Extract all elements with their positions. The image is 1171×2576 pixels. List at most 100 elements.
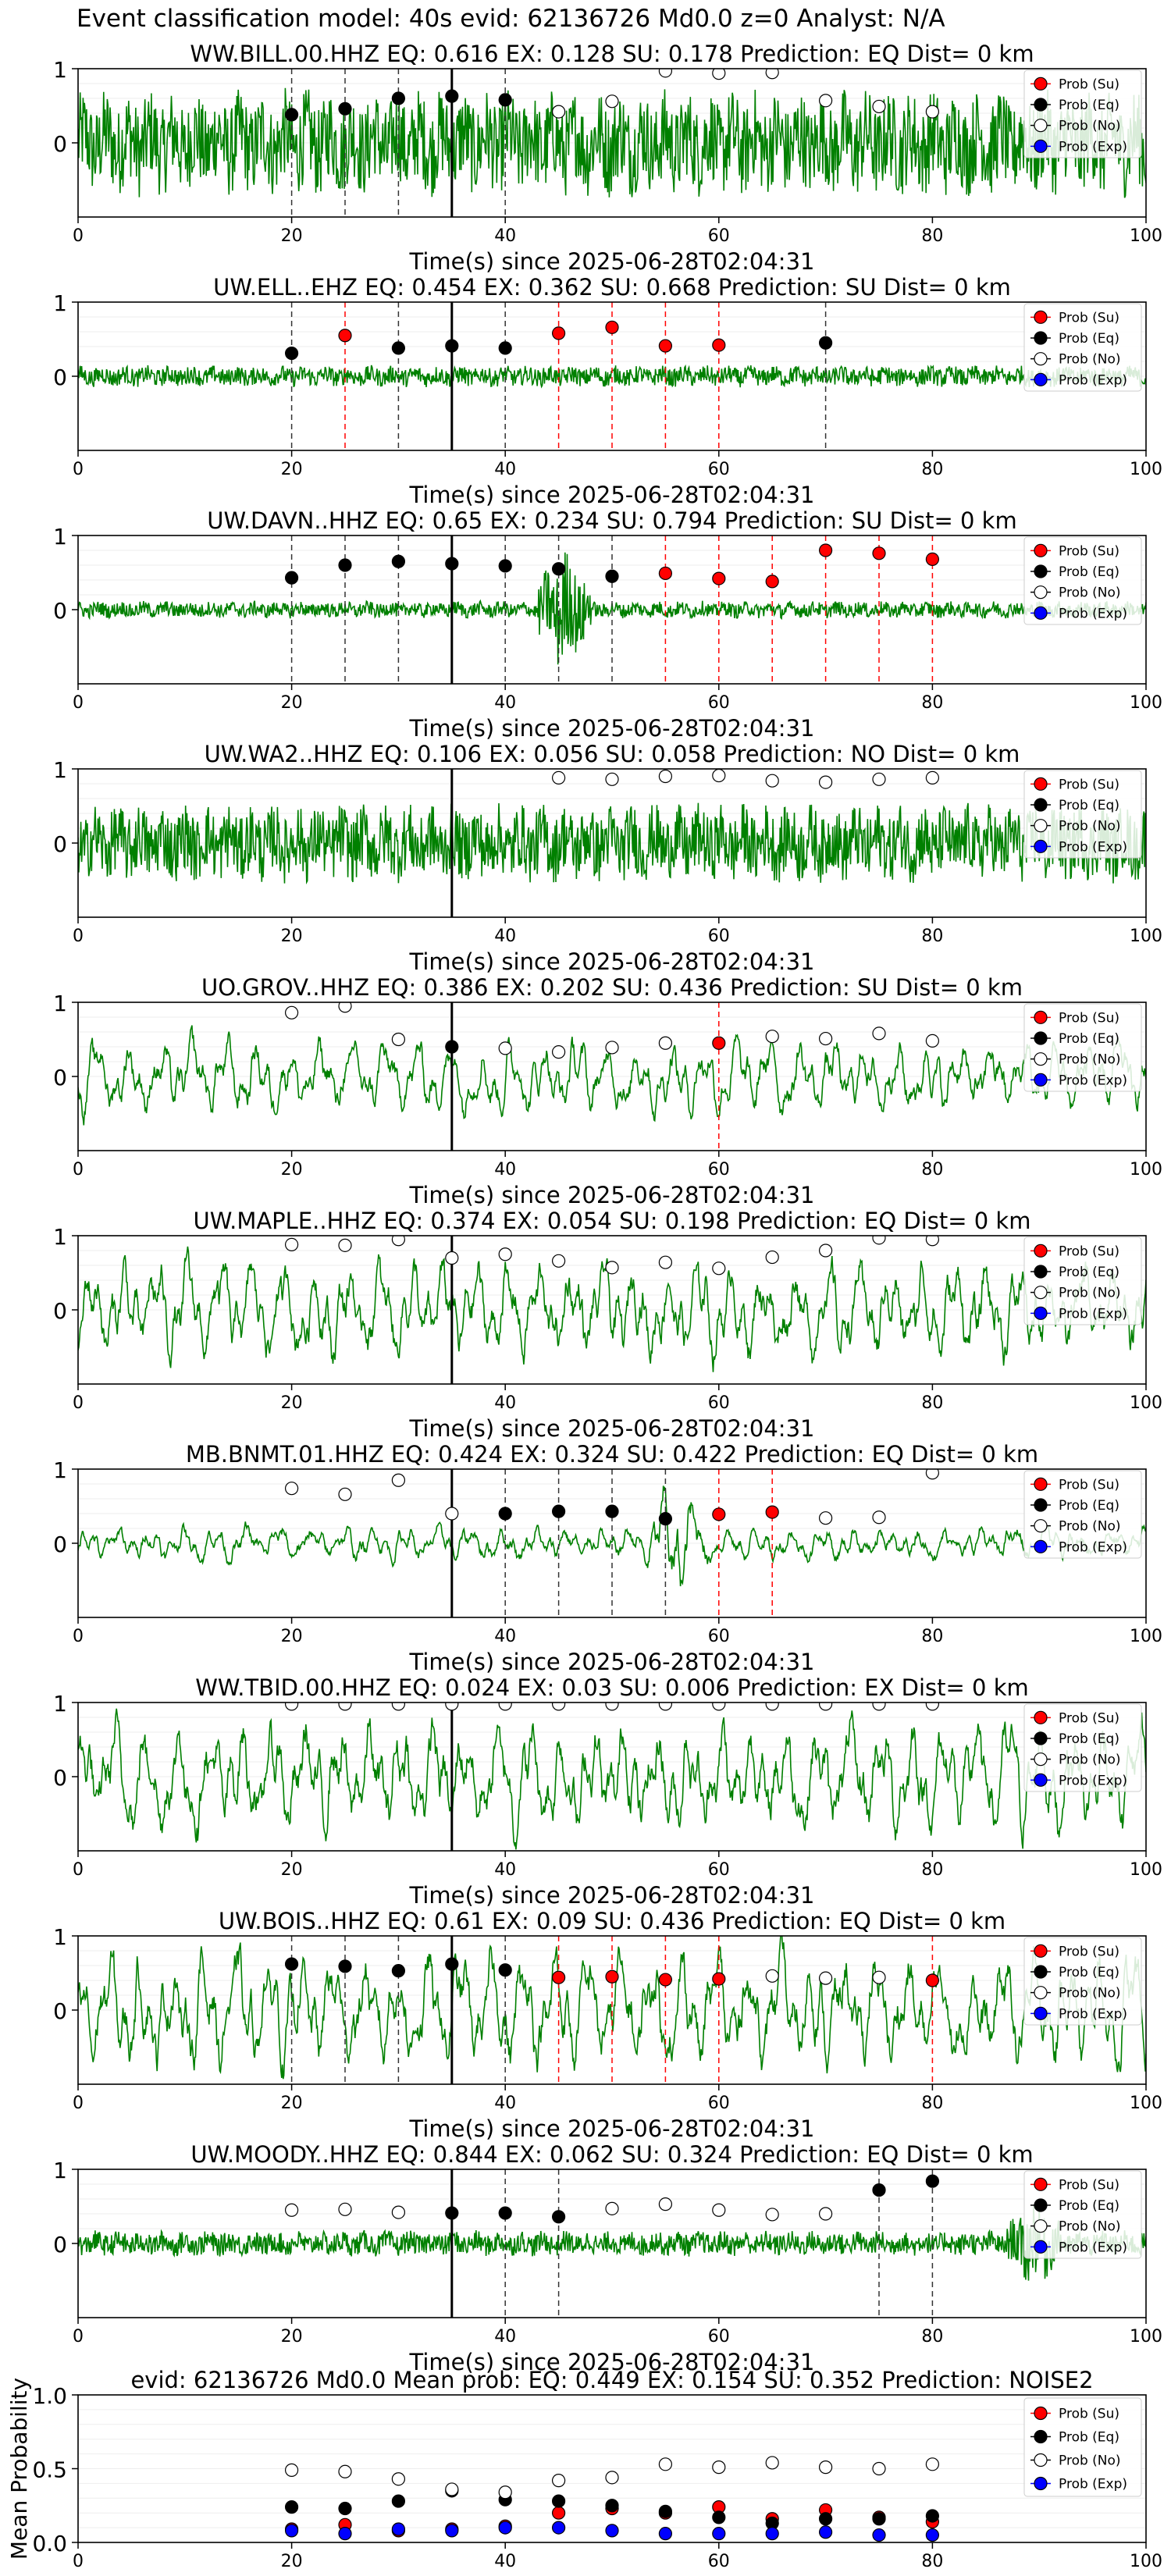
x-tick-label: 0 (73, 226, 84, 246)
mean-point-eq (285, 2500, 299, 2514)
prob-point-no (285, 1005, 299, 1019)
prob-point-no (765, 774, 779, 788)
prob-point-eq (338, 1959, 352, 1973)
legend-label-su: Prob (Su) (1059, 2177, 1119, 2193)
legend-swatch-eq (1034, 564, 1048, 578)
legend-swatch-su (1034, 1010, 1048, 1024)
x-tick-label: 40 (494, 2094, 516, 2113)
prob-point-eq (445, 2206, 459, 2220)
legend-box (1023, 69, 1142, 158)
prob-point-no (925, 1034, 940, 1048)
legend-label-eq: Prob (Eq) (1059, 2198, 1119, 2214)
x-tick-label: 100 (1130, 693, 1162, 713)
prob-point-no (338, 1487, 352, 1501)
prob-point-eq (445, 557, 459, 571)
prob-point-eq (445, 89, 459, 103)
waveform-trace (78, 1246, 1146, 1372)
mean-point-exp (605, 2524, 619, 2538)
legend-swatch-su (1034, 777, 1048, 791)
subplot-title: evid: 62136726 Md0.0 Mean prob: EQ: 0.44… (130, 2367, 1093, 2393)
y-tick-label: 0 (53, 1532, 67, 1557)
x-tick-label: 60 (708, 2094, 730, 2113)
prob-point-no (712, 69, 726, 80)
prob-point-no (391, 1236, 405, 1247)
legend-swatch-eq (1034, 2198, 1048, 2212)
legend-swatch-exp (1034, 1773, 1048, 1787)
mean-point-exp (872, 2528, 886, 2542)
legend-label-no: Prob (No) (1059, 2453, 1121, 2469)
prob-point-no (498, 1041, 512, 1055)
subplot-title: UW.WA2..HHZ EQ: 0.106 EX: 0.056 SU: 0.05… (205, 741, 1020, 767)
mean-point-exp (285, 2524, 299, 2538)
legend-label-eq: Prob (Eq) (1059, 331, 1119, 347)
legend-swatch-su (1034, 1944, 1048, 1958)
plot-area (78, 535, 1146, 684)
x-tick-label: 40 (494, 2327, 516, 2347)
legend-swatch-no (1034, 1519, 1048, 1533)
x-tick-label: 40 (494, 927, 516, 946)
prob-point-no (872, 99, 886, 114)
legend-swatch-eq (1034, 1731, 1048, 1745)
y-tick-label: 0.0 (32, 2531, 67, 2556)
x-tick-label: 0 (73, 2327, 84, 2347)
legend-label-eq: Prob (Eq) (1059, 98, 1119, 113)
legend-swatch-no (1034, 2453, 1048, 2467)
plot-area (78, 1703, 1146, 1851)
legend-swatch-su (1034, 310, 1048, 324)
y-tick-label: 0 (53, 365, 67, 390)
prob-point-eq (338, 101, 352, 116)
prob-point-no (872, 772, 886, 786)
prob-point-su (765, 1505, 779, 1519)
legend-label-exp: Prob (Exp) (1059, 1773, 1127, 1788)
mean-point-exp (818, 2525, 833, 2539)
subplot-title: WW.TBID.00.HHZ EQ: 0.024 EX: 0.03 SU: 0.… (195, 1674, 1029, 1701)
prob-point-no (551, 1254, 566, 1268)
prob-point-eq (551, 562, 566, 576)
prob-point-no (925, 770, 940, 785)
mean-point-exp (338, 2527, 352, 2541)
x-tick-label: 20 (281, 460, 303, 479)
y-tick-label: 1 (53, 1224, 67, 1250)
prob-point-no (338, 1002, 352, 1013)
legend-label-su: Prob (Su) (1059, 1477, 1119, 1493)
legend-box (1023, 1470, 1142, 1559)
subplot-title: UW.ELL..EHZ EQ: 0.454 EX: 0.362 SU: 0.66… (213, 274, 1011, 301)
x-tick-label: 100 (1130, 1160, 1162, 1179)
prob-point-su (712, 1507, 726, 1521)
waveform-trace (78, 2201, 1146, 2281)
prob-point-eq (285, 346, 299, 361)
prob-point-eq (445, 1957, 459, 1971)
prob-point-no (445, 1703, 459, 1711)
prob-point-eq (285, 108, 299, 122)
mean-point-exp (551, 2521, 566, 2535)
y-tick-label: 1 (53, 991, 67, 1016)
prob-point-su (925, 552, 940, 567)
plot-area (78, 1002, 1146, 1151)
legend-swatch-no (1034, 819, 1048, 833)
subplot-11: evid: 62136726 Md0.0 Mean prob: EQ: 0.44… (6, 2367, 1162, 2571)
prob-point-no (605, 1261, 619, 1275)
x-tick-label: 60 (708, 226, 730, 246)
mean-point-no (338, 2464, 352, 2478)
prob-point-no (818, 94, 833, 108)
prob-point-eq (498, 559, 512, 573)
y-tick-label: 1 (53, 57, 67, 83)
x-tick-label: 0 (73, 927, 84, 946)
subplot-3: UW.DAVN..HHZ EQ: 0.65 EX: 0.234 SU: 0.79… (53, 507, 1162, 742)
legend-label-no: Prob (No) (1059, 819, 1121, 834)
prob-point-eq (391, 1964, 405, 1978)
mean-point-eq (872, 2512, 886, 2526)
x-tick-label: 0 (73, 1393, 84, 1413)
subplot-6: UW.MAPLE..HHZ EQ: 0.374 EX: 0.054 SU: 0.… (53, 1208, 1162, 1442)
plot-area (78, 1469, 1146, 1617)
prob-point-su (338, 329, 352, 343)
x-tick-label: 80 (921, 226, 943, 246)
x-tick-label: 80 (921, 1860, 943, 1880)
prob-point-su (712, 1972, 726, 1986)
prob-point-no (765, 1969, 779, 1983)
mean-point-exp (712, 2527, 726, 2541)
prob-point-no (925, 105, 940, 119)
legend-box (1023, 1003, 1142, 1092)
prob-point-eq (445, 1040, 459, 1054)
x-tick-label: 20 (281, 927, 303, 946)
